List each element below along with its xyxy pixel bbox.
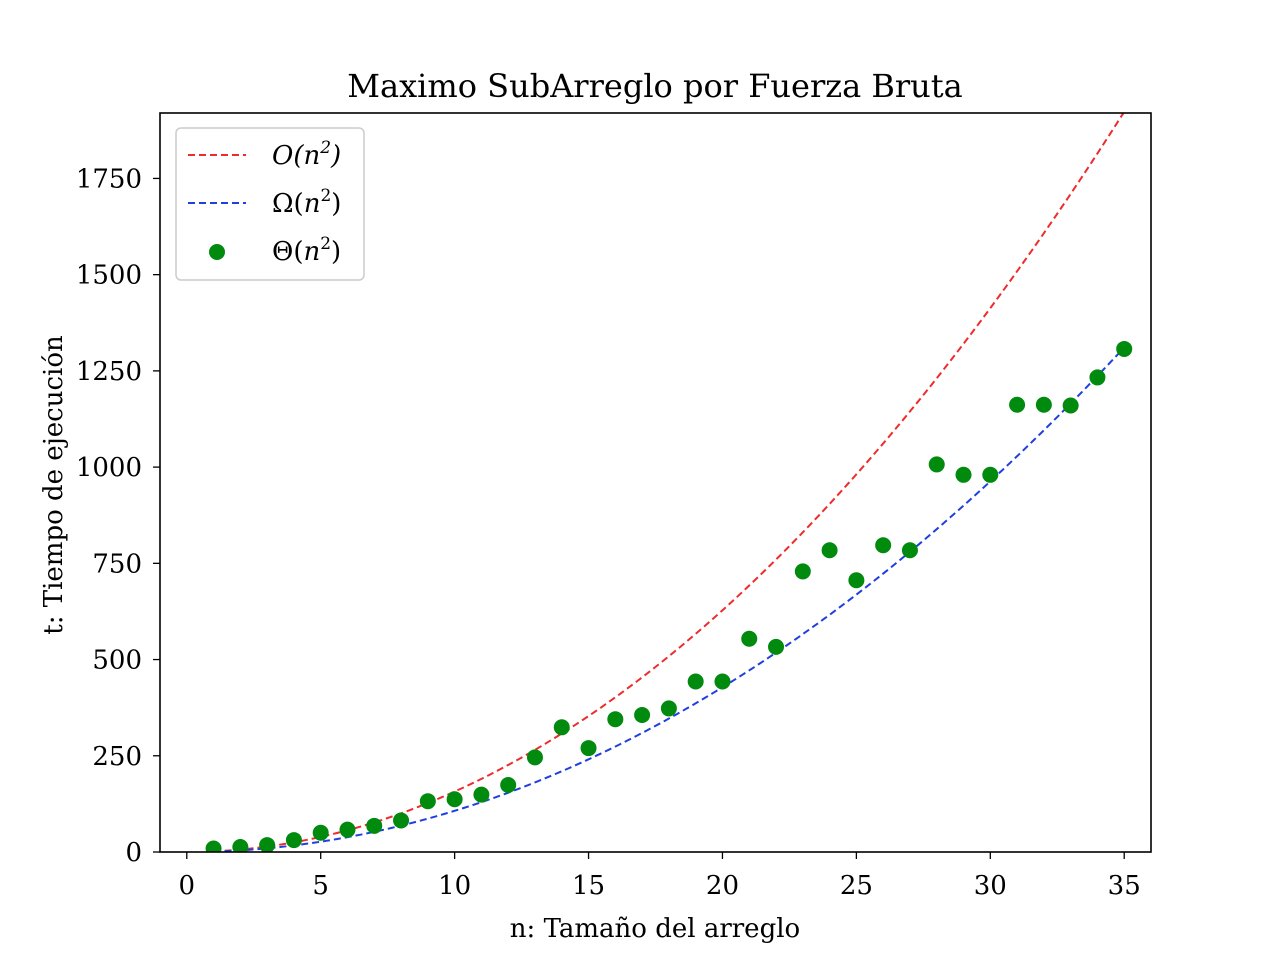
scatter-point: [982, 466, 999, 483]
scatter-point: [1035, 396, 1052, 413]
scatter-point: [901, 542, 918, 559]
scatter-point: [821, 542, 838, 559]
legend-label-omega: Ω(n2): [272, 186, 341, 219]
scatter-point: [875, 537, 892, 554]
scatter-point: [580, 740, 597, 757]
x-tick-label: 15: [572, 871, 605, 901]
scatter-point: [687, 673, 704, 690]
x-tick-label: 10: [438, 871, 471, 901]
chart-title: Maximo SubArreglo por Fuerza Bruta: [347, 67, 962, 105]
scatter-point: [607, 711, 624, 728]
scatter-point: [419, 793, 436, 810]
scatter-point: [1062, 397, 1079, 414]
series-group: [205, 113, 1133, 852]
scatter-point: [1089, 369, 1106, 386]
x-tick-label: 35: [1108, 871, 1141, 901]
y-tick-label: 500: [92, 646, 142, 676]
scatter-point: [205, 840, 222, 852]
scatter-point: [553, 719, 570, 736]
legend-label-o: O(n2): [272, 138, 341, 171]
legend: O(n2) Ω(n2) Θ(n2): [175, 127, 365, 281]
series-line-0: [213, 113, 1125, 852]
x-axis-label: n: Tamaño del arreglo: [510, 914, 800, 944]
scatter-point: [473, 786, 490, 803]
scatter-point: [741, 630, 758, 647]
y-tick-label: 1250: [76, 357, 142, 387]
y-tick-label: 750: [92, 549, 142, 579]
y-tick-label: 0: [125, 838, 142, 868]
scatter-point: [848, 572, 865, 589]
scatter-point: [768, 638, 785, 655]
y-tick-label: 1000: [76, 453, 142, 483]
scatter-point: [714, 673, 731, 690]
scatter-point: [232, 838, 249, 852]
scatter-point: [634, 706, 651, 723]
scatter-point: [446, 791, 463, 808]
y-tick-label: 1500: [76, 261, 142, 291]
y-axis: 0 250 500 750 1000 1250 1500 1750: [76, 164, 160, 868]
x-tick-label: 30: [974, 871, 1007, 901]
x-tick-label: 5: [312, 871, 329, 901]
scatter-point: [366, 817, 383, 834]
series-line-1: [213, 346, 1125, 852]
scatter-point: [393, 812, 410, 829]
x-axis: 0 5 10 15 20 25 30 35: [179, 852, 1141, 901]
scatter-point: [1116, 340, 1133, 357]
axes-frame: [159, 112, 1152, 853]
y-axis-label: t: Tiempo de ejecución: [39, 335, 69, 635]
scatter-point: [1009, 396, 1026, 413]
plot-area: [205, 113, 1133, 852]
scatter-point: [526, 749, 543, 766]
scatter-point: [928, 456, 945, 473]
scatter-point: [312, 824, 329, 841]
scatter-point: [259, 837, 276, 852]
legend-marker-theta: [209, 244, 225, 260]
legend-box: [175, 127, 365, 281]
scatter-point: [660, 700, 677, 717]
legend-label-theta: Θ(n2): [272, 234, 341, 267]
x-tick-label: 25: [840, 871, 873, 901]
scatter-point: [285, 832, 302, 849]
x-tick-label: 20: [706, 871, 739, 901]
y-tick-label: 1750: [76, 164, 142, 194]
scatter-point: [339, 821, 356, 838]
y-tick-label: 250: [92, 742, 142, 772]
scatter-point: [794, 563, 811, 580]
x-tick-label: 0: [179, 871, 196, 901]
scatter-point: [500, 777, 517, 794]
scatter-point: [955, 466, 972, 483]
